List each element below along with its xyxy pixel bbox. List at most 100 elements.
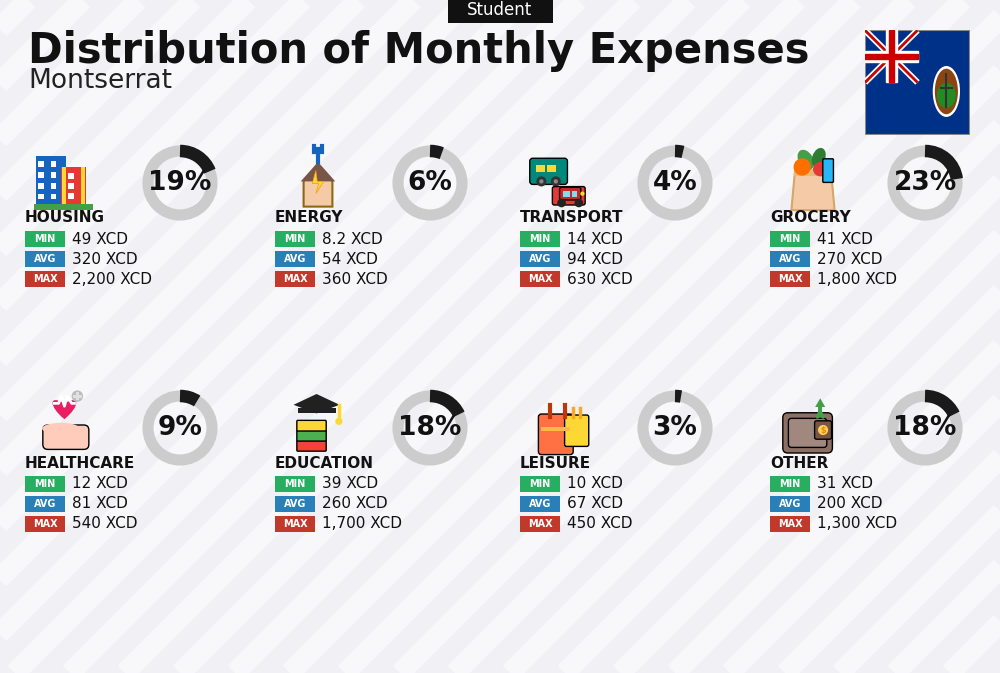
Text: 94 XCD: 94 XCD — [567, 252, 623, 267]
Text: MAX: MAX — [33, 274, 57, 284]
Text: 270 XCD: 270 XCD — [817, 252, 883, 267]
Text: 10 XCD: 10 XCD — [567, 476, 623, 491]
Text: 67 XCD: 67 XCD — [567, 497, 623, 511]
Text: 320 XCD: 320 XCD — [72, 252, 138, 267]
Ellipse shape — [812, 148, 826, 168]
FancyBboxPatch shape — [552, 186, 585, 205]
FancyBboxPatch shape — [770, 251, 810, 267]
FancyBboxPatch shape — [530, 158, 567, 184]
FancyBboxPatch shape — [770, 231, 810, 247]
Polygon shape — [301, 162, 335, 182]
Text: 81 XCD: 81 XCD — [72, 497, 128, 511]
Bar — [541, 427, 570, 431]
Text: 8.2 XCD: 8.2 XCD — [322, 232, 383, 246]
Circle shape — [72, 390, 83, 402]
Text: AVG: AVG — [284, 499, 306, 509]
FancyBboxPatch shape — [770, 476, 810, 492]
FancyBboxPatch shape — [520, 476, 560, 492]
Text: 6%: 6% — [408, 170, 452, 196]
Bar — [68, 193, 74, 199]
FancyBboxPatch shape — [770, 271, 810, 287]
Circle shape — [539, 179, 544, 184]
Text: 1,700 XCD: 1,700 XCD — [322, 516, 402, 532]
Text: HEALTHCARE: HEALTHCARE — [25, 456, 135, 470]
Text: MAX: MAX — [528, 519, 552, 529]
FancyBboxPatch shape — [520, 516, 560, 532]
Text: MIN: MIN — [529, 234, 551, 244]
Text: 450 XCD: 450 XCD — [567, 516, 633, 532]
FancyBboxPatch shape — [520, 231, 560, 247]
Bar — [68, 173, 74, 179]
PathPatch shape — [53, 400, 76, 419]
Circle shape — [794, 158, 811, 176]
Bar — [51, 183, 56, 188]
Text: 39 XCD: 39 XCD — [322, 476, 378, 491]
FancyBboxPatch shape — [25, 231, 65, 247]
Text: Student: Student — [467, 1, 533, 19]
Text: 540 XCD: 540 XCD — [72, 516, 138, 532]
Bar — [865, 54, 918, 59]
Text: AVG: AVG — [34, 254, 56, 264]
FancyBboxPatch shape — [25, 271, 65, 287]
Text: MAX: MAX — [33, 519, 57, 529]
Text: 2,200 XCD: 2,200 XCD — [72, 271, 152, 287]
Bar — [547, 165, 556, 172]
Polygon shape — [791, 170, 835, 210]
FancyBboxPatch shape — [520, 271, 560, 287]
Text: 49 XCD: 49 XCD — [72, 232, 128, 246]
Bar — [818, 402, 822, 417]
FancyBboxPatch shape — [783, 413, 832, 453]
FancyBboxPatch shape — [520, 496, 560, 512]
Text: 4%: 4% — [653, 170, 697, 196]
Text: $: $ — [820, 425, 826, 435]
Text: AVG: AVG — [34, 499, 56, 509]
FancyBboxPatch shape — [815, 421, 832, 439]
Text: ENERGY: ENERGY — [275, 211, 344, 225]
Text: GROCERY: GROCERY — [770, 211, 851, 225]
Circle shape — [813, 162, 827, 176]
Bar — [794, 169, 832, 176]
FancyBboxPatch shape — [275, 251, 315, 267]
Text: MIN: MIN — [284, 479, 306, 489]
Bar — [51, 172, 56, 178]
Bar — [886, 30, 896, 83]
Text: Distribution of Monthly Expenses: Distribution of Monthly Expenses — [28, 30, 810, 72]
Bar — [38, 162, 44, 167]
Text: MIN: MIN — [34, 234, 56, 244]
Bar — [68, 183, 74, 189]
FancyBboxPatch shape — [275, 231, 315, 247]
Text: 23%: 23% — [893, 170, 957, 196]
FancyBboxPatch shape — [560, 187, 581, 200]
Polygon shape — [298, 409, 336, 413]
Text: 630 XCD: 630 XCD — [567, 271, 633, 287]
Text: MAX: MAX — [778, 274, 802, 284]
FancyBboxPatch shape — [25, 516, 65, 532]
Circle shape — [335, 418, 342, 425]
Text: 3%: 3% — [653, 415, 697, 441]
Ellipse shape — [798, 150, 814, 170]
Text: AVG: AVG — [284, 254, 306, 264]
Bar — [36, 156, 66, 207]
FancyBboxPatch shape — [297, 421, 326, 431]
FancyBboxPatch shape — [275, 516, 315, 532]
Text: MIN: MIN — [284, 234, 306, 244]
Circle shape — [818, 425, 828, 435]
Bar — [76, 392, 79, 400]
FancyBboxPatch shape — [865, 30, 970, 135]
Text: MAX: MAX — [283, 274, 307, 284]
FancyBboxPatch shape — [448, 0, 552, 23]
Text: 19%: 19% — [148, 170, 212, 196]
Bar — [62, 167, 66, 207]
Bar — [536, 165, 545, 172]
Text: MIN: MIN — [529, 479, 551, 489]
Bar — [81, 167, 85, 207]
Bar — [38, 194, 44, 199]
Text: AVG: AVG — [529, 254, 551, 264]
Bar — [572, 192, 577, 197]
Polygon shape — [304, 165, 332, 207]
Bar — [865, 51, 918, 61]
Text: LEISURE: LEISURE — [520, 456, 591, 470]
Text: MIN: MIN — [34, 479, 56, 489]
Circle shape — [551, 176, 561, 186]
FancyBboxPatch shape — [770, 496, 810, 512]
